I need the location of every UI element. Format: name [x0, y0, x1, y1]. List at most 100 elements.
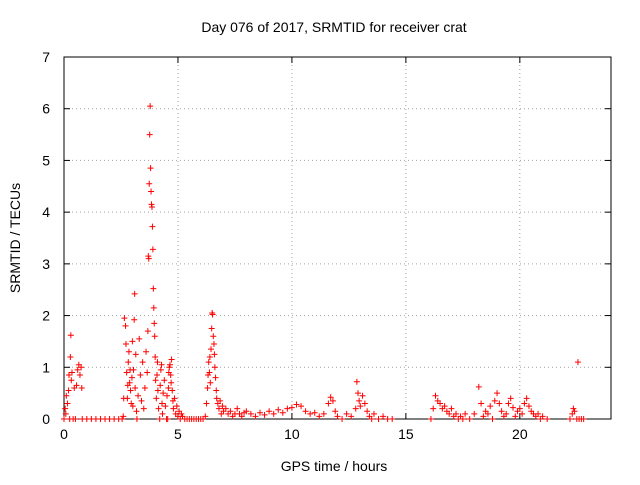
data-point: [133, 416, 140, 422]
data-point: [157, 382, 164, 389]
data-point: [166, 361, 173, 368]
data-point: [151, 333, 158, 340]
data-point: [153, 395, 160, 402]
data-point: [64, 400, 71, 407]
data-point: [65, 387, 72, 394]
data-point: [261, 411, 268, 418]
data-point: [78, 364, 85, 371]
data-point: [446, 410, 453, 417]
data-point: [516, 405, 523, 412]
data-point: [215, 405, 222, 412]
data-point: [143, 348, 150, 355]
data-point: [570, 405, 577, 412]
data-point: [227, 408, 234, 415]
data-point: [74, 366, 81, 373]
data-point: [361, 400, 368, 407]
data-point: [462, 410, 469, 417]
data-point: [208, 325, 215, 332]
data-point: [149, 246, 156, 253]
data-point: [152, 377, 159, 384]
data-point: [131, 290, 138, 297]
data-point: [149, 223, 156, 230]
data-point: [168, 356, 175, 363]
data-point: [210, 341, 217, 348]
data-point: [126, 379, 133, 386]
data-point: [150, 285, 157, 292]
y-tick-label: 6: [42, 101, 50, 117]
x-tick-label: 0: [60, 426, 68, 442]
data-point: [487, 403, 494, 410]
data-point: [133, 408, 140, 415]
data-point: [234, 405, 241, 412]
data-point: [138, 397, 145, 404]
data-point: [213, 387, 220, 394]
data-point: [356, 397, 363, 404]
data-point: [507, 395, 514, 402]
x-axis-label: GPS time / hours: [281, 458, 388, 474]
data-point: [427, 416, 434, 422]
data-point: [131, 316, 138, 323]
data-point: [68, 377, 75, 384]
data-point: [471, 410, 478, 417]
y-tick-label: 4: [42, 204, 50, 220]
data-point: [275, 406, 282, 413]
data-point: [123, 369, 130, 376]
data-point: [73, 382, 80, 389]
data-point: [121, 315, 128, 322]
data-point: [489, 416, 496, 422]
data-point: [173, 403, 180, 410]
data-point: [222, 405, 229, 412]
data-point: [208, 346, 215, 353]
data-point: [498, 408, 505, 415]
data-point: [539, 413, 546, 420]
data-point: [67, 353, 74, 360]
data-point: [355, 390, 362, 397]
data-point: [167, 372, 174, 379]
y-tick-label: 2: [42, 308, 50, 324]
data-point: [359, 392, 366, 399]
data-point: [61, 416, 67, 422]
y-axis-label: SRMTID / TECUs: [7, 183, 23, 293]
data-point: [135, 392, 142, 399]
x-tick-label: 5: [174, 426, 182, 442]
data-point: [66, 372, 73, 379]
data-point: [523, 395, 530, 402]
data-point: [453, 410, 460, 417]
data-point: [512, 413, 519, 420]
data-point: [437, 400, 444, 407]
x-tick-label: 15: [398, 426, 414, 442]
x-axis: 0 5 10 15 20: [60, 57, 528, 442]
data-point: [122, 341, 129, 348]
data-point: [210, 333, 217, 340]
data-point: [329, 397, 336, 404]
data-point: [459, 416, 466, 422]
data-point: [307, 410, 314, 417]
data-point: [147, 103, 154, 110]
data-point: [139, 359, 146, 366]
y-tick-label: 0: [42, 411, 50, 427]
data-point: [76, 372, 83, 379]
grid-lines: [64, 57, 611, 419]
data-point: [129, 403, 136, 410]
data-point: [288, 404, 295, 411]
data-point: [68, 369, 75, 376]
data-point: [132, 351, 139, 358]
data-point: [478, 400, 485, 407]
data-point: [202, 413, 209, 420]
data-point: [152, 353, 159, 360]
data-point: [206, 369, 213, 376]
data-point: [168, 379, 175, 386]
data-point: [509, 404, 516, 411]
data-point: [165, 384, 172, 391]
data-point: [136, 335, 143, 342]
data-point: [370, 410, 377, 417]
data-point: [146, 180, 153, 187]
data-point: [119, 416, 126, 422]
data-points: [61, 103, 587, 422]
data-point: [448, 405, 455, 412]
data-point: [160, 390, 167, 397]
data-point: [162, 403, 169, 410]
data-point: [120, 413, 127, 420]
data-point: [140, 405, 147, 412]
data-point: [148, 203, 155, 210]
